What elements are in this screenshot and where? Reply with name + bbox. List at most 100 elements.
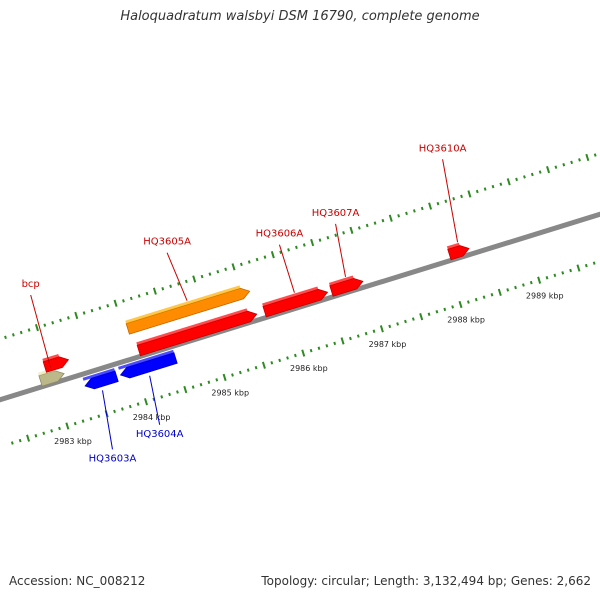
minor-tick xyxy=(317,346,321,350)
major-tick xyxy=(144,398,148,406)
kbp-label: 2983 kbp xyxy=(54,437,92,446)
minor-tick xyxy=(137,294,141,298)
minor-tick xyxy=(318,238,322,242)
major-tick xyxy=(506,178,511,186)
minor-tick xyxy=(200,274,204,279)
forward-scale-ticks xyxy=(4,153,597,340)
major-tick xyxy=(65,422,70,430)
reverse-scale-ticks xyxy=(10,261,596,445)
minor-tick xyxy=(427,312,431,316)
minor-tick xyxy=(482,295,486,299)
minor-tick xyxy=(43,323,47,327)
major-tick xyxy=(497,288,502,296)
kbp-label: 2984 kbp xyxy=(133,413,171,422)
minor-tick xyxy=(113,409,116,414)
minor-tick xyxy=(270,361,274,365)
gene-feature-unnamed xyxy=(136,310,258,357)
gene-label-leader xyxy=(101,390,113,450)
major-tick xyxy=(458,300,463,309)
gene-feature-highlight xyxy=(446,242,460,250)
gene-feature-hq3605a xyxy=(125,287,251,335)
minor-tick xyxy=(67,316,70,320)
minor-tick xyxy=(106,303,110,308)
major-tick xyxy=(537,276,542,284)
minor-tick xyxy=(523,175,526,179)
minor-tick xyxy=(460,194,463,199)
gene-feature-hq3607a xyxy=(329,277,364,297)
kbp-label: 2986 kbp xyxy=(290,364,328,373)
gene-label-leader xyxy=(442,159,459,243)
minor-tick xyxy=(483,187,487,191)
minor-tick xyxy=(58,426,61,431)
major-tick xyxy=(261,361,266,369)
major-tick xyxy=(546,165,551,174)
major-tick xyxy=(349,226,354,235)
minor-tick xyxy=(334,233,338,237)
minor-tick xyxy=(160,395,164,399)
minor-tick xyxy=(451,305,455,309)
minor-tick xyxy=(286,356,289,360)
minor-tick xyxy=(215,378,219,382)
genome-backbone xyxy=(0,211,600,403)
kbp-label: 2989 kbp xyxy=(526,291,564,300)
minor-tick xyxy=(169,284,173,289)
major-tick xyxy=(152,287,157,295)
minor-tick xyxy=(404,319,407,324)
gene-feature-highlight xyxy=(118,349,174,370)
minor-tick xyxy=(342,231,346,235)
minor-tick xyxy=(122,299,125,303)
minor-tick xyxy=(562,163,566,167)
minor-tick xyxy=(191,385,195,389)
gene-feature-hq3604a xyxy=(119,352,178,379)
minor-tick xyxy=(309,348,313,353)
minor-tick xyxy=(570,160,574,165)
minor-tick xyxy=(19,330,23,335)
minor-tick xyxy=(373,221,377,225)
minor-tick xyxy=(50,429,54,433)
gene-label-leader xyxy=(30,294,52,369)
minor-tick xyxy=(530,172,534,177)
minor-tick xyxy=(405,211,408,216)
minor-tick xyxy=(287,248,290,252)
minor-tick xyxy=(42,431,46,436)
minor-tick xyxy=(515,177,518,182)
kbp-label: 2985 kbp xyxy=(211,389,249,398)
minor-tick xyxy=(529,280,533,285)
minor-tick xyxy=(302,243,306,247)
minor-tick xyxy=(246,368,250,372)
gene-label-hq3606a: HQ3606A xyxy=(256,229,304,240)
gene-labels: bcp HQ3603A HQ3604A HQ3605A HQ3606A HQ3607A HQ… xyxy=(22,143,467,464)
kbp-label: 2987 kbp xyxy=(369,340,407,349)
minor-tick xyxy=(11,333,15,337)
minor-tick xyxy=(238,370,242,375)
minor-tick xyxy=(545,276,549,280)
minor-tick xyxy=(231,373,234,377)
minor-tick xyxy=(443,307,447,312)
gene-feature-hq3603a xyxy=(84,370,119,390)
minor-tick xyxy=(59,318,62,323)
minor-tick xyxy=(255,257,259,262)
minor-tick xyxy=(145,291,149,296)
minor-tick xyxy=(247,260,251,264)
major-tick xyxy=(310,238,315,247)
genome-summary-text: Topology: circular; Length: 3,132,494 bp… xyxy=(261,574,591,588)
minor-tick xyxy=(538,170,542,174)
minor-tick xyxy=(207,380,211,384)
minor-tick xyxy=(177,282,180,286)
gene-feature-highlight xyxy=(136,308,248,346)
minor-tick xyxy=(168,392,171,397)
major-tick xyxy=(222,373,227,382)
gene-feature-highlight xyxy=(262,286,319,307)
kbp-scale-labels: 2983 kbp 2984 kbp 2985 kbp 2986 kbp 2987 kbp… xyxy=(54,291,563,446)
minor-tick xyxy=(90,308,94,313)
accession-text: Accession: NC_008212 xyxy=(9,574,146,588)
minor-tick xyxy=(411,317,415,321)
minor-tick xyxy=(499,182,503,186)
minor-tick xyxy=(18,438,22,443)
gene-label-leader xyxy=(335,223,347,277)
minor-tick xyxy=(136,402,140,406)
minor-tick xyxy=(491,184,495,189)
map-title: Haloquadratum walsbyi DSM 16790, complet… xyxy=(120,9,480,24)
minor-tick xyxy=(593,153,597,157)
